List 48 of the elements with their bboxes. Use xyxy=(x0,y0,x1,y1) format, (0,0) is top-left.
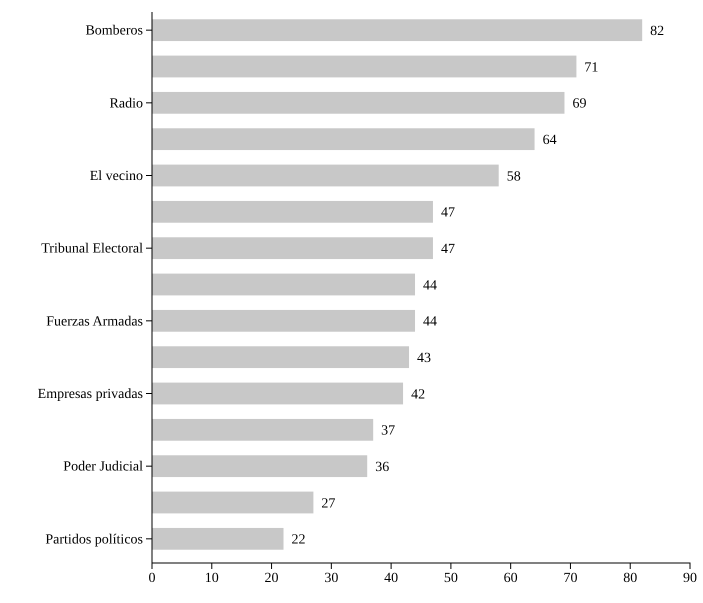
bar xyxy=(152,346,410,368)
x-tick-label: 30 xyxy=(324,570,338,586)
bar xyxy=(152,56,576,78)
y-tick-label: Tribunal Electoral xyxy=(41,242,144,257)
data-label: 37 xyxy=(381,424,396,439)
y-tick-label: Empresas privadas xyxy=(38,386,143,402)
x-tick-label: 10 xyxy=(204,570,219,586)
y-tick-label: Poder Judicial xyxy=(63,460,144,475)
x-tick-label: 50 xyxy=(444,570,458,586)
bar xyxy=(152,455,368,478)
y-tick-label: Fuerzas Armadas xyxy=(46,314,143,330)
x-tick-label: 40 xyxy=(384,570,398,586)
data-label: 43 xyxy=(417,351,432,366)
bar xyxy=(152,200,433,223)
data-label: 47 xyxy=(440,206,455,221)
x-tick-label: 80 xyxy=(623,570,638,586)
bar xyxy=(152,274,416,296)
bar xyxy=(152,237,433,260)
data-label: 22 xyxy=(292,532,306,548)
data-label: 71 xyxy=(584,60,598,76)
data-label: 64 xyxy=(542,133,557,148)
bar xyxy=(152,128,535,150)
y-tick-label: Bomberos xyxy=(85,24,143,39)
data-label: 69 xyxy=(572,96,586,112)
x-tick-label: 90 xyxy=(683,570,697,586)
bar xyxy=(152,164,499,186)
y-tick-label: El vecino xyxy=(90,168,143,184)
y-tick-label: Radio xyxy=(110,96,143,112)
x-tick-label: 0 xyxy=(148,570,156,586)
bar xyxy=(152,528,284,550)
data-label: 44 xyxy=(423,314,438,330)
x-tick-label: 20 xyxy=(264,570,279,586)
bar xyxy=(152,382,404,404)
data-label: 44 xyxy=(423,278,438,294)
data-label: 27 xyxy=(321,496,336,512)
data-label: 58 xyxy=(506,169,521,184)
data-label: 36 xyxy=(375,460,390,476)
x-tick-label: 60 xyxy=(504,570,518,586)
y-tick-label: Partidos políticos xyxy=(45,532,143,548)
data-label: 42 xyxy=(411,387,426,402)
bar xyxy=(152,492,314,514)
x-tick-label: 70 xyxy=(563,570,578,586)
bar xyxy=(152,19,642,42)
bar xyxy=(152,310,416,332)
bar xyxy=(152,418,374,441)
bar xyxy=(152,92,564,114)
data-label: 82 xyxy=(650,24,664,40)
data-label: 47 xyxy=(440,242,455,258)
